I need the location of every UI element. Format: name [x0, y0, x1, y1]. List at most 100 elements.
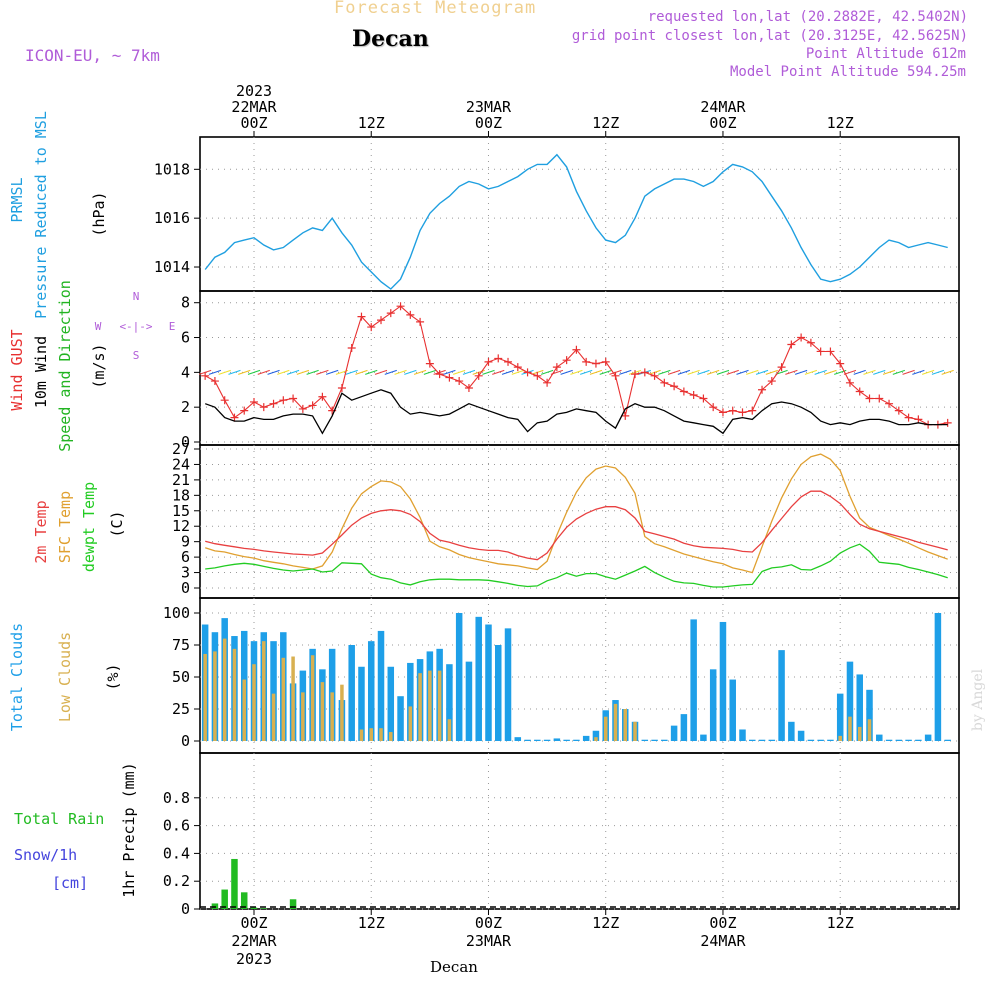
- gust-marker: [816, 347, 825, 356]
- wind-direction-arrow: [228, 369, 241, 375]
- low-cloud-bar: [379, 728, 383, 741]
- gust-marker: [826, 347, 835, 356]
- gust-marker: [347, 343, 356, 352]
- wind-direction-arrow: [286, 369, 300, 375]
- y-tick-label: 0.6: [163, 817, 190, 835]
- pressure-line: [204, 153, 948, 290]
- gust-marker: [591, 359, 600, 368]
- gust-marker: [201, 371, 210, 380]
- top-time-label: 22MAR: [231, 98, 277, 116]
- y-tick-label: 0.8: [163, 789, 190, 807]
- gust-marker: [660, 378, 669, 387]
- low-cloud-bar: [389, 732, 393, 741]
- gust-marker: [396, 302, 405, 311]
- rain-bar: [221, 889, 228, 909]
- wind-direction-arrow: [218, 369, 231, 375]
- low-cloud-bar: [281, 657, 286, 741]
- low-cloud-bar: [633, 721, 637, 741]
- gust-marker: [367, 323, 376, 332]
- gust-marker: [406, 310, 415, 319]
- y-tick-label: 0: [181, 900, 190, 918]
- gust-marker: [689, 390, 698, 399]
- requested-coords: requested lon,lat (20.2882E, 42.5402N): [647, 9, 968, 25]
- gust-marker: [484, 357, 493, 366]
- total-cloud-bar: [758, 739, 766, 741]
- total-cloud-bar: [524, 739, 531, 741]
- bottom-time-label: 12Z: [592, 914, 619, 932]
- low-cloud-bar: [291, 656, 295, 741]
- total-cloud-bar: [553, 738, 561, 741]
- gust-marker: [455, 377, 464, 386]
- total-cloud-bar: [485, 624, 492, 741]
- low-cloud-bar: [262, 641, 266, 741]
- total-cloud-bar: [573, 739, 580, 741]
- gust-marker: [279, 396, 288, 405]
- model-altitude: Model Point Altitude 594.25m: [729, 64, 966, 80]
- y-tick-label: 24: [172, 455, 190, 473]
- low-cloud-bar: [359, 729, 364, 741]
- compass-center: <-|->: [119, 320, 152, 333]
- wind-direction-arrow: [746, 369, 759, 375]
- gust-marker: [611, 371, 620, 380]
- total-cloud-bar: [514, 737, 522, 741]
- wind-direction-arrow: [658, 369, 671, 375]
- wind-direction-arrow: [423, 369, 437, 375]
- wind-direction-arrow: [814, 369, 827, 375]
- low-cloud-bar: [369, 728, 373, 741]
- total-cloud-bar: [788, 721, 795, 741]
- gust-marker: [738, 408, 747, 417]
- wind-direction-arrow: [247, 369, 261, 375]
- top-time-label: 00Z: [709, 114, 736, 132]
- rain-bar: [289, 899, 297, 909]
- total-cloud-bar: [534, 739, 541, 741]
- wind-direction-arrow: [912, 369, 925, 375]
- rain-bar: [231, 858, 238, 909]
- gust-marker: [836, 359, 845, 368]
- gust-marker: [494, 354, 503, 363]
- gust-marker: [250, 397, 258, 406]
- total-cloud-bar: [455, 613, 463, 741]
- total-clouds-label: Total Clouds: [8, 623, 26, 731]
- total-cloud-bar: [817, 739, 824, 741]
- gust-marker: [298, 404, 307, 413]
- gust-marker: [758, 385, 767, 394]
- wind-direction-arrow: [824, 369, 837, 375]
- top-time-label: 00Z: [240, 114, 267, 132]
- gust-marker: [728, 406, 737, 415]
- wind-direction-arrow: [374, 369, 388, 375]
- gust-marker: [523, 368, 532, 377]
- wind-direction-arrow: [306, 369, 319, 375]
- pressure-unit: (hPa): [90, 191, 108, 236]
- wind-direction-arrow: [257, 369, 270, 375]
- wind-direction-arrow: [765, 369, 778, 375]
- gust-marker: [845, 378, 854, 387]
- wind-direction-arrow: [452, 369, 466, 375]
- gust-marker: [621, 411, 630, 420]
- gust-marker: [914, 415, 923, 424]
- low-cloud-bar: [213, 651, 217, 741]
- low-cloud-bar: [857, 726, 862, 741]
- top-time-label: 12Z: [827, 114, 854, 132]
- wind-direction-arrow: [873, 369, 886, 375]
- total-cloud-bar: [641, 739, 649, 741]
- wind-direction-arrow: [853, 369, 866, 375]
- direction-label: Speed and Direction: [56, 280, 74, 452]
- dewpt-label: dewpt Temp: [80, 482, 98, 572]
- wind-direction-arrow: [462, 369, 476, 375]
- wind-direction-arrow: [794, 369, 808, 375]
- y-tick-label: 18: [172, 486, 190, 504]
- wind-direction-arrow: [941, 369, 954, 375]
- total-cloud-bar: [397, 696, 404, 741]
- gust-marker: [464, 384, 473, 393]
- bottom-time-label: 12Z: [358, 914, 385, 932]
- wind-direction-arrow: [785, 369, 798, 375]
- gust-marker: [650, 371, 659, 380]
- total-cloud-bar: [768, 739, 776, 741]
- location-title: Decan: [352, 26, 429, 52]
- gust-marker: [562, 356, 571, 365]
- wind-direction-arrow: [863, 369, 876, 375]
- snow-label: Snow/1h: [14, 846, 77, 864]
- gust-marker: [670, 382, 679, 391]
- top-time-label: 24MAR: [700, 98, 746, 116]
